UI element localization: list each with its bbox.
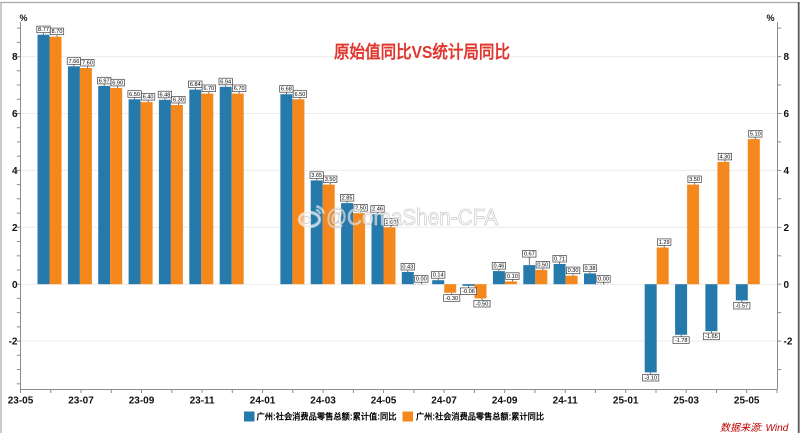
svg-text:1.29: 1.29 [659, 240, 670, 246]
svg-text:6.90: 6.90 [112, 80, 123, 86]
svg-text:6.40: 6.40 [143, 95, 154, 101]
svg-text:-3.10: -3.10 [644, 376, 657, 382]
svg-text:-2: -2 [784, 337, 793, 348]
svg-text:%: % [20, 13, 28, 23]
svg-text:23-05: 23-05 [8, 396, 34, 407]
svg-text:0.38: 0.38 [585, 266, 596, 272]
svg-text:6.50: 6.50 [294, 92, 305, 98]
svg-text:原始值同比VS统计局同比: 原始值同比VS统计局同比 [334, 42, 510, 62]
svg-text:6.48: 6.48 [159, 92, 170, 98]
svg-text:8.70: 8.70 [52, 29, 63, 35]
svg-text:4.30: 4.30 [719, 154, 730, 160]
svg-text:0.71: 0.71 [554, 257, 565, 263]
svg-text:6.70: 6.70 [234, 86, 245, 92]
svg-text:5.10: 5.10 [750, 132, 761, 138]
svg-text:6: 6 [784, 109, 790, 120]
svg-text:7.66: 7.66 [68, 59, 79, 65]
svg-text:6.84: 6.84 [190, 82, 201, 88]
svg-text:-1.65: -1.65 [705, 334, 718, 340]
svg-text:24-05: 24-05 [371, 396, 397, 407]
svg-text:7.60: 7.60 [82, 61, 93, 67]
svg-text:0.46: 0.46 [493, 264, 504, 270]
svg-text:-0.50: -0.50 [476, 302, 489, 308]
svg-text:2: 2 [12, 223, 18, 234]
svg-text:25-01: 25-01 [613, 396, 639, 407]
svg-text:2.50: 2.50 [355, 206, 366, 212]
svg-text:6.30: 6.30 [173, 98, 184, 104]
svg-text:6.68: 6.68 [281, 87, 292, 93]
svg-text:-0.57: -0.57 [735, 304, 748, 310]
svg-text:8: 8 [12, 52, 18, 63]
svg-text:23-07: 23-07 [68, 396, 94, 407]
svg-text:0.67: 0.67 [524, 252, 535, 258]
svg-text:6.94: 6.94 [220, 79, 231, 85]
svg-text:6.50: 6.50 [129, 92, 140, 98]
svg-text:24-03: 24-03 [310, 396, 336, 407]
svg-text:23-09: 23-09 [129, 396, 155, 407]
svg-text:6: 6 [12, 109, 18, 120]
svg-text:2: 2 [784, 223, 790, 234]
svg-text:24-01: 24-01 [250, 396, 276, 407]
svg-text:3.50: 3.50 [325, 177, 336, 183]
svg-text:3.65: 3.65 [311, 173, 322, 179]
svg-text:6.70: 6.70 [203, 86, 214, 92]
svg-text:广州:社会消费品零售总额:累计同比: 广州:社会消费品零售总额:累计同比 [416, 411, 544, 422]
svg-text:24-07: 24-07 [431, 396, 457, 407]
svg-text:广州:社会消费品零售总额:累计值:同比: 广州:社会消费品零售总额:累计值:同比 [257, 411, 397, 422]
svg-text:0.50: 0.50 [537, 263, 548, 269]
svg-text:2.00: 2.00 [386, 220, 397, 226]
svg-text:25-03: 25-03 [673, 396, 699, 407]
svg-text:25-05: 25-05 [734, 396, 760, 407]
svg-text:23-11: 23-11 [190, 396, 215, 407]
svg-text:3.50: 3.50 [689, 177, 700, 183]
svg-text:0: 0 [784, 280, 790, 291]
svg-text:0: 0 [12, 280, 18, 291]
svg-text:0.10: 0.10 [507, 274, 518, 280]
svg-text:2.85: 2.85 [342, 196, 353, 202]
svg-text:4: 4 [12, 166, 18, 177]
svg-text:-0.06: -0.06 [462, 289, 475, 295]
svg-text:8: 8 [784, 52, 790, 63]
svg-text:4: 4 [784, 166, 790, 177]
svg-text:0.30: 0.30 [568, 268, 579, 274]
svg-text:2.46: 2.46 [372, 207, 383, 213]
svg-text:-0.30: -0.30 [445, 296, 458, 302]
svg-text:0.43: 0.43 [402, 265, 413, 271]
svg-text:-2: -2 [9, 337, 18, 348]
svg-text:24-09: 24-09 [492, 396, 518, 407]
svg-text:0.00: 0.00 [416, 277, 427, 283]
svg-text:%: % [767, 13, 775, 23]
svg-text:6.97: 6.97 [99, 78, 110, 84]
svg-text:-1.78: -1.78 [675, 338, 688, 344]
svg-text:@ComaShen-CFA: @ComaShen-CFA [326, 204, 499, 230]
svg-text:0.14: 0.14 [433, 273, 444, 279]
svg-text:数据来源: Wind: 数据来源: Wind [720, 422, 789, 433]
svg-text:8.77: 8.77 [38, 27, 49, 33]
svg-text:24-11: 24-11 [553, 396, 578, 407]
svg-text:0.00: 0.00 [598, 277, 609, 283]
